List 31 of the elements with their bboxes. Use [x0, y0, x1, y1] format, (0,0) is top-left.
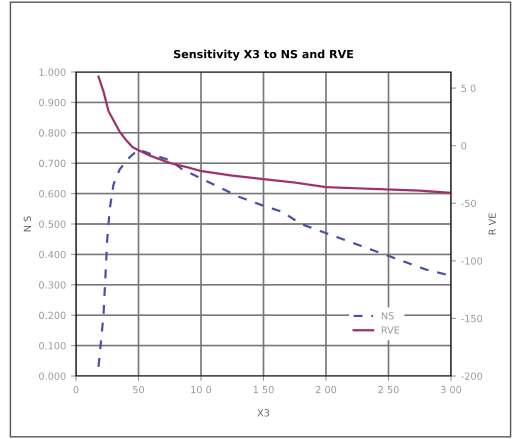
y-tick-label: 0.200 [39, 312, 66, 320]
y2-tick-label: -200 [461, 372, 482, 380]
chart-title: Sensitivity X3 to NS and RVE [174, 50, 353, 61]
x-tick-label: 0 [74, 386, 78, 394]
y-tick-label: 0.900 [39, 98, 66, 106]
x-axis-title: X3 [257, 409, 270, 417]
y2-tick-label: -150 [461, 314, 482, 322]
x-tick-label: 3 00 [440, 386, 462, 394]
y-axis-title: N S [24, 216, 32, 232]
y-tick-label: 0.800 [39, 129, 66, 137]
x-tick-label: 2 00 [316, 386, 336, 394]
legend-label: NS [382, 312, 394, 320]
legend-label: RVE [382, 326, 400, 334]
y-tick-label: 0.700 [39, 160, 66, 168]
x-tick-label: 50 [133, 386, 144, 394]
y2-tick-label: 0 [461, 142, 466, 150]
y2-axis-title: R VE [488, 213, 496, 234]
y-tick-label: 0.400 [39, 250, 66, 258]
y-tick-label: 0.500 [39, 220, 66, 228]
line-series [97, 75, 451, 194]
y2-tick-label: -50 [461, 200, 476, 208]
x-tick-label: 1 50 [254, 386, 274, 394]
y-tick-label: 0.100 [39, 342, 66, 350]
y-tick-label: 0.300 [39, 281, 66, 289]
y2-tick-label: 5 0 [461, 84, 476, 92]
x-tick-label: 10 0 [191, 386, 212, 394]
y-tick-label: 1.000 [40, 68, 66, 76]
y2-tick-label: -100 [461, 257, 482, 265]
x-tick-label: 2 50 [378, 386, 399, 394]
y-tick-label: 0.600 [39, 190, 66, 198]
y-tick-label: 0.000 [39, 372, 66, 380]
